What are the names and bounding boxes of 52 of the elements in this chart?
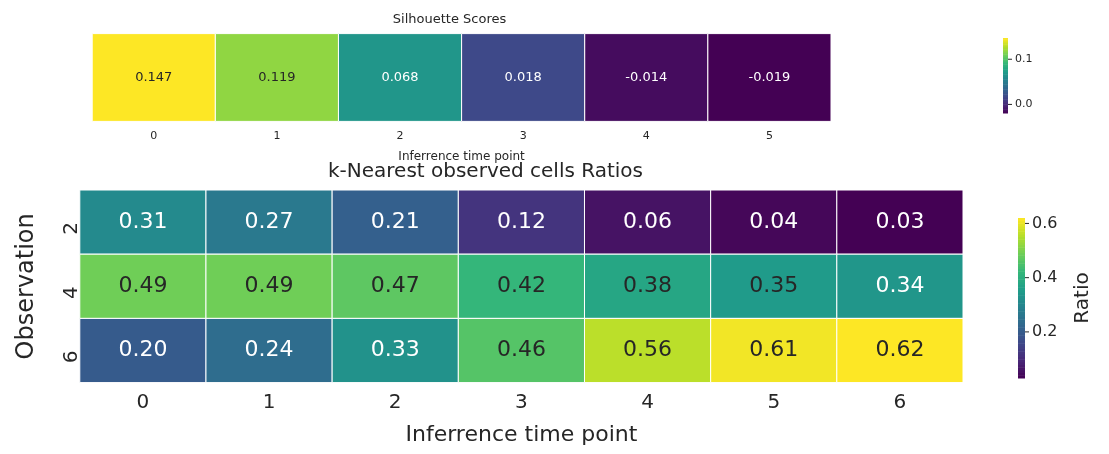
data-label: 0.31 [118,207,168,233]
color-bar-label: 0.6 [1032,212,1058,232]
y-tick-label: 6 [58,350,82,364]
data-label: 0.147 [135,68,173,84]
data-label: 0.119 [258,68,296,84]
x-tick-label: 6 [893,388,907,413]
data-label: -0.014 [625,68,668,84]
data-label: 0.38 [623,272,673,298]
x-tick-label: 4 [642,128,650,142]
data-label: 0.49 [118,272,168,298]
x-tick-label: 2 [388,388,402,413]
data-label: -0.019 [748,68,791,84]
color-bar-label: 0.2 [1032,321,1058,341]
color-bar-label: 0.4 [1032,266,1058,286]
data-label: 0.24 [244,336,294,362]
x-tick-label: 3 [515,388,528,413]
data-label: 0.06 [623,207,673,233]
x-tick-label: 5 [765,128,773,142]
x-tick-label: 5 [767,388,781,413]
data-label: 0.56 [623,336,673,362]
data-label: 0.49 [244,272,294,298]
x-tick-label: 1 [273,128,281,142]
data-label: 0.12 [496,207,546,233]
data-label: 0.47 [370,272,420,298]
x-axis-title: Inferrence time point [405,420,638,446]
data-label: 0.33 [370,336,420,362]
x-tick-label: 0 [136,388,150,413]
color-bar-label: 0.1 [1015,52,1033,66]
data-label: 0.34 [875,272,925,298]
data-label: 0.35 [749,272,799,298]
x-tick-label: 1 [262,388,276,413]
data-label: 0.46 [496,336,546,362]
data-label: 0.61 [749,336,799,362]
data-label: 0.27 [244,207,294,233]
data-label: 0.20 [118,336,168,362]
data-label: 0.04 [749,207,799,233]
y-tick-label: 2 [58,222,82,235]
x-tick-label: 4 [641,388,654,413]
data-label: 0.62 [875,336,925,362]
x-tick-label: 0 [150,128,158,142]
data-label: 0.21 [370,207,420,233]
chart-title: Silhouette Scores [392,11,507,27]
x-tick-label: 3 [519,128,527,142]
y-tick-label: 4 [58,286,82,300]
color-bar-title: Ratio [1069,272,1094,324]
data-label: 0.42 [496,272,546,298]
data-label: 0.068 [381,68,419,84]
color-bar-label: 0.0 [1015,97,1033,111]
data-label: 0.018 [504,68,542,84]
y-axis-title: Observation [10,213,39,360]
x-tick-label: 2 [396,128,404,142]
data-label: 0.03 [875,207,925,233]
